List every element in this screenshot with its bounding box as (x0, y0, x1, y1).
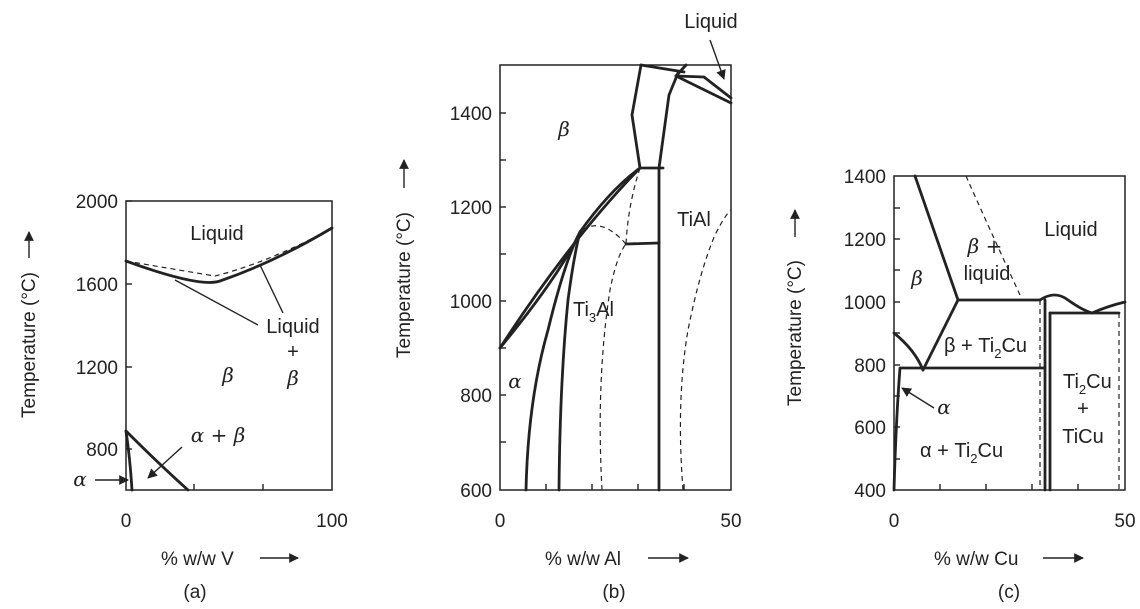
panel-b-alpha-label: α (508, 369, 522, 393)
panel-c-xtick-label: 50 (1114, 511, 1135, 532)
panel-a-liquid-label: Liquid (190, 223, 243, 245)
panel-b-ytick-label: 600 (460, 481, 492, 502)
panel-c-plus-label: + (1077, 398, 1089, 420)
panel-a-beta-label: β (221, 363, 234, 387)
panel-c-beta-liquid-label: liquid (964, 263, 1011, 285)
panel-b-tial-label: TiAl (677, 209, 711, 231)
panel-b-solidus-line (674, 74, 733, 105)
panel-a-ytick-label: 800 (86, 440, 118, 461)
panel-b-ti3al-eutectoid-line (624, 241, 661, 246)
panel-a-callout-leader (259, 264, 284, 314)
panel-b: 1400 1200 1000 800 600 0 50 Liquid β TiA… (394, 11, 742, 603)
panel-c-ytick-label: 1200 (844, 230, 886, 251)
panel-b-ytick-label: 1200 (450, 198, 492, 219)
panel-b-beta-label: β (557, 117, 570, 141)
panel-a-alpha-beta-arrow (147, 446, 183, 479)
panel-a-callout-liquid: Liquid (266, 316, 319, 338)
panel-b-peritectic-line (639, 63, 686, 74)
panel-b-ti3al-dashed-right (599, 243, 627, 491)
panel-b-beta-tial-boundary (630, 63, 643, 170)
panel-b-ti3al-left-boundary (557, 230, 582, 492)
panel-c-liquidus-right (1038, 293, 1127, 315)
panel-b-xlabel: % w/w Al (545, 549, 621, 570)
panel-b-ytick-label: 800 (460, 386, 492, 407)
panel-b-alpha-boundary (524, 230, 582, 492)
panel-c-ylabel: Temperature (°C) (785, 260, 806, 406)
panel-a-callout-leader (174, 279, 259, 326)
panel-c-ytick-label: 400 (854, 481, 886, 502)
panel-a-xlabel: % w/w V (161, 549, 234, 570)
panel-a: 2000 1600 1200 800 0 100 Liquid β α + β … (19, 192, 348, 603)
panel-c-ytick-label: 600 (854, 418, 886, 439)
panel-b-liquid-arrow (709, 39, 726, 80)
panel-b-liquid-label: Liquid (684, 11, 737, 33)
panel-b-ylabel: Temperature (°C) (394, 212, 415, 358)
panel-c-beta-liquid-label: β + (967, 234, 1003, 258)
panel-a-ytick-label: 2000 (76, 192, 118, 213)
panel-b-ytick-label: 1000 (450, 292, 492, 313)
panel-b-xtick-label: 50 (720, 511, 741, 532)
panel-c-liquid-label: Liquid (1044, 219, 1097, 241)
panel-a-callout-plus: + (287, 341, 299, 363)
panel-c-beta-ti2cu-label: β + Ti2Cu (944, 335, 1027, 361)
panel-a-alpha-label: α (73, 467, 87, 491)
panel-c-ytick-label: 1000 (844, 293, 886, 314)
panel-a-xtick-label: 0 (121, 511, 132, 532)
panel-b-ti3al-label: Ti3Al (573, 299, 614, 325)
panel-c-ti2cu-label: Ti2Cu (1063, 371, 1112, 397)
panel-a-ytick-label: 1600 (76, 275, 118, 296)
panel-c-alpha-ti2cu-label: α + Ti2Cu (920, 440, 1003, 466)
panel-c-xlabel: % w/w Cu (934, 549, 1018, 570)
panel-b-beta-upper-boundary (498, 166, 665, 350)
panel-c-ytick-label: 800 (854, 356, 886, 377)
panel-b-ytick-label: 1400 (450, 104, 492, 125)
panel-c-eutectoid-line (892, 366, 1047, 492)
panel-c-ytick-label: 1400 (844, 167, 886, 188)
panel-a-ylabel: Temperature (°C) (19, 272, 40, 418)
panel-a-alpha-beta-label: α + β (191, 423, 246, 447)
panel-c-ticu-label: TiCu (1062, 426, 1103, 448)
panel-c-alpha-arrow (901, 387, 935, 409)
panel-a-alpha-boundary-line (124, 429, 134, 492)
panel-c: 1400 1200 1000 800 600 400 0 50 Liquid β… (785, 167, 1136, 603)
panel-a-frame (125, 200, 333, 491)
panel-a-liquidus-line (124, 226, 334, 284)
panel-c-xtick-label: 0 (889, 511, 900, 532)
panel-c-caption: (c) (998, 582, 1020, 603)
panel-b-frame (499, 64, 732, 491)
panel-b-caption: (b) (602, 582, 625, 603)
panel-c-beta-label: β (910, 266, 923, 290)
panel-b-xtick-label: 0 (495, 511, 506, 532)
panel-b-liquidus-line (674, 63, 733, 100)
panel-b-tial-dashed-right (679, 209, 732, 491)
panel-a-ytick-label: 1200 (76, 358, 118, 379)
panel-c-alpha-label: α (937, 395, 951, 419)
panel-b-tial-left-boundary (657, 71, 680, 492)
panel-a-solidus-line (125, 227, 333, 277)
panel-a-xtick-label: 100 (316, 511, 348, 532)
panel-b-ti3al-dashed-top (579, 225, 627, 245)
panel-a-callout-beta: β (286, 366, 299, 390)
panel-c-liquidus-dashed (965, 175, 1021, 296)
panel-a-beta-transus-line (124, 429, 190, 492)
panel-b-dashed-connector (625, 167, 641, 245)
panel-c-beta-ti2cu-boundary (921, 298, 960, 372)
panel-a-caption: (a) (183, 582, 206, 603)
